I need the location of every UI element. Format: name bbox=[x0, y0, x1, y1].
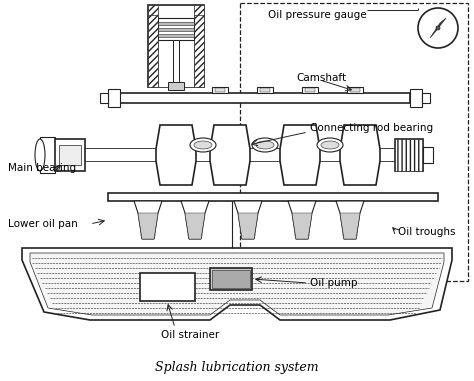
Polygon shape bbox=[288, 201, 316, 239]
Bar bbox=[212, 270, 250, 288]
Bar bbox=[158, 28, 194, 31]
Polygon shape bbox=[336, 201, 364, 239]
Circle shape bbox=[418, 8, 458, 48]
Ellipse shape bbox=[317, 138, 343, 152]
Polygon shape bbox=[185, 213, 205, 239]
Bar bbox=[260, 88, 270, 92]
Bar bbox=[422, 93, 430, 103]
Bar bbox=[158, 5, 194, 87]
Ellipse shape bbox=[194, 141, 212, 149]
Ellipse shape bbox=[35, 139, 45, 171]
Bar bbox=[85, 149, 420, 161]
Bar bbox=[100, 93, 108, 103]
Bar bbox=[158, 22, 194, 25]
Bar bbox=[173, 40, 179, 90]
Text: Splash lubrication system: Splash lubrication system bbox=[155, 361, 319, 374]
Polygon shape bbox=[280, 125, 320, 185]
Bar bbox=[59, 145, 81, 165]
Text: Oil troughs: Oil troughs bbox=[398, 227, 456, 237]
Polygon shape bbox=[430, 18, 446, 38]
Ellipse shape bbox=[256, 141, 274, 149]
Bar bbox=[240, 3, 468, 281]
Polygon shape bbox=[340, 125, 380, 185]
Polygon shape bbox=[156, 125, 196, 185]
Bar bbox=[410, 89, 422, 107]
Polygon shape bbox=[340, 213, 360, 239]
Polygon shape bbox=[30, 253, 444, 315]
Polygon shape bbox=[238, 213, 258, 239]
Bar bbox=[158, 34, 194, 37]
Text: Connecting rod bearing: Connecting rod bearing bbox=[310, 123, 433, 133]
Bar bbox=[210, 268, 252, 290]
Bar bbox=[40, 137, 55, 173]
Polygon shape bbox=[210, 125, 250, 185]
Bar bbox=[257, 87, 273, 93]
Bar bbox=[395, 139, 423, 171]
Bar bbox=[55, 139, 85, 171]
Bar bbox=[148, 5, 204, 15]
Polygon shape bbox=[138, 213, 158, 239]
Polygon shape bbox=[292, 213, 312, 239]
Ellipse shape bbox=[252, 138, 278, 152]
Bar bbox=[148, 5, 158, 87]
Polygon shape bbox=[234, 201, 262, 239]
Bar bbox=[302, 87, 318, 93]
Text: Oil pressure gauge: Oil pressure gauge bbox=[268, 10, 367, 20]
Bar bbox=[395, 139, 423, 171]
Bar bbox=[148, 5, 204, 87]
Polygon shape bbox=[181, 201, 209, 239]
Bar bbox=[108, 193, 438, 201]
Polygon shape bbox=[22, 248, 452, 320]
Bar bbox=[158, 18, 194, 40]
Bar bbox=[108, 89, 120, 107]
Bar bbox=[350, 88, 360, 92]
Circle shape bbox=[436, 26, 440, 30]
Bar bbox=[347, 87, 363, 93]
Text: Camshaft: Camshaft bbox=[296, 73, 346, 83]
Bar bbox=[168, 82, 184, 90]
Bar bbox=[215, 88, 225, 92]
Text: Oil strainer: Oil strainer bbox=[161, 330, 219, 340]
Bar bbox=[120, 93, 410, 103]
Text: Oil pump: Oil pump bbox=[310, 278, 357, 288]
Bar bbox=[194, 5, 204, 87]
Bar bbox=[212, 87, 228, 93]
Bar bbox=[140, 273, 195, 301]
Bar bbox=[423, 147, 433, 163]
Ellipse shape bbox=[321, 141, 339, 149]
Text: Lower oil pan: Lower oil pan bbox=[8, 219, 78, 229]
Polygon shape bbox=[134, 201, 162, 239]
Bar bbox=[305, 88, 315, 92]
Ellipse shape bbox=[190, 138, 216, 152]
Text: Main bearing: Main bearing bbox=[8, 163, 76, 173]
